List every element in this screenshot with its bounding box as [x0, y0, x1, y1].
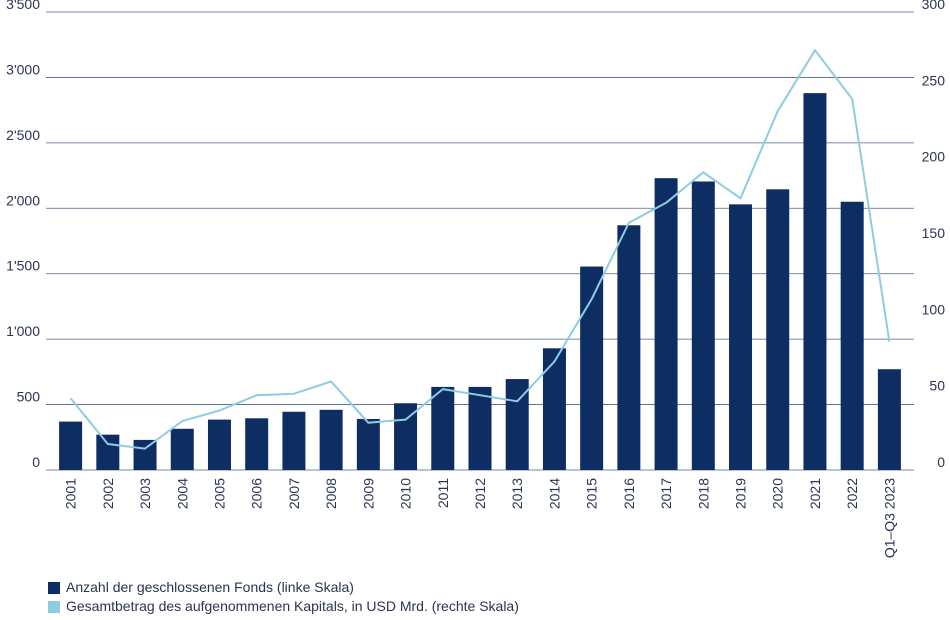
bar: [170, 428, 194, 470]
bar: [282, 411, 306, 470]
left-tick-label: 3'000: [6, 61, 40, 77]
line-series: [69, 49, 891, 450]
left-tick-label: 2'500: [6, 127, 40, 143]
x-tick-label: 2010: [398, 478, 414, 509]
right-tick-label: 250: [922, 72, 946, 88]
x-tick-label: 2017: [658, 478, 674, 509]
bar: [729, 204, 753, 471]
right-tick-label: 300: [922, 0, 946, 12]
x-tick-label: 2003: [137, 478, 153, 509]
bar: [840, 201, 864, 470]
legend-label-line: Gesamtbetrag des aufgenommenen Kapitals,…: [66, 598, 519, 614]
bar: [133, 439, 157, 470]
left-tick-label: 500: [17, 389, 41, 405]
x-tick-label: 2018: [695, 478, 711, 509]
x-tick-label: 2005: [211, 478, 227, 509]
bar: [207, 419, 231, 470]
x-tick-label: 2004: [174, 478, 190, 509]
bar: [617, 225, 641, 470]
bar: [245, 418, 269, 470]
bar: [96, 434, 120, 470]
x-tick-label: 2007: [286, 478, 302, 509]
left-tick-label: 1'500: [6, 258, 40, 274]
x-tick-label: 2002: [100, 478, 116, 509]
bar: [654, 178, 678, 470]
x-tick-label: 2016: [621, 478, 637, 509]
legend: Anzahl der geschlossenen Fonds (linke Sk…: [48, 578, 519, 616]
left-tick-label: 0: [32, 454, 40, 470]
x-tick-label: 2014: [546, 478, 562, 509]
legend-item-line: Gesamtbetrag des aufgenommenen Kapitals,…: [48, 597, 519, 616]
x-tick-label: 2022: [844, 478, 860, 509]
bar: [542, 348, 566, 470]
left-axis-ticks: 0 500 1'000 1'500 2'000 2'500 3'000 3'500: [6, 0, 40, 470]
bar: [431, 386, 455, 470]
x-tick-label: 2019: [733, 478, 749, 509]
x-tick-label: 2009: [360, 478, 376, 509]
bar: [59, 421, 83, 470]
x-tick-label: 2020: [770, 478, 786, 509]
bar: [803, 93, 827, 470]
right-tick-label: 100: [922, 301, 946, 317]
right-tick-label: 0: [937, 454, 945, 470]
x-tick-label: 2021: [807, 478, 823, 509]
left-tick-label: 1'000: [6, 323, 40, 339]
bar: [766, 189, 790, 470]
x-tick-label: 2015: [584, 478, 600, 509]
bar: [356, 418, 380, 470]
bar: [877, 369, 901, 470]
gridlines: [46, 11, 914, 471]
bar-series: [59, 93, 901, 471]
bar: [505, 379, 529, 470]
right-tick-label: 200: [922, 149, 946, 165]
bar: [468, 386, 492, 470]
x-tick-label: 2001: [63, 478, 79, 509]
x-tick-label: 2012: [472, 478, 488, 509]
legend-swatch-bars: [48, 581, 60, 594]
x-tick-label: 2011: [435, 478, 451, 508]
right-tick-label: 150: [922, 225, 946, 241]
left-tick-label: 2'000: [6, 192, 40, 208]
bar: [691, 181, 715, 470]
series-line: [69, 49, 891, 450]
x-axis-ticks: 2001 2002 2003 2004 2005 2006 2007 2008 2009 2010…: [63, 478, 898, 558]
x-tick-label: 2006: [249, 478, 265, 509]
legend-item-bars: Anzahl der geschlossenen Fonds (linke Sk…: [48, 578, 519, 597]
x-tick-label: Q1–Q3 2023: [881, 478, 897, 558]
bar: [319, 409, 343, 470]
bar: [580, 266, 604, 470]
legend-label-bars: Anzahl der geschlossenen Fonds (linke Sk…: [66, 579, 354, 595]
x-tick-label: 2013: [509, 478, 525, 509]
right-tick-label: 50: [929, 378, 945, 394]
right-axis-ticks: 0 50 100 150 200 250 300: [922, 0, 946, 470]
x-tick-label: 2008: [323, 478, 339, 509]
left-tick-label: 3'500: [6, 0, 40, 12]
legend-swatch-line: [48, 600, 60, 613]
